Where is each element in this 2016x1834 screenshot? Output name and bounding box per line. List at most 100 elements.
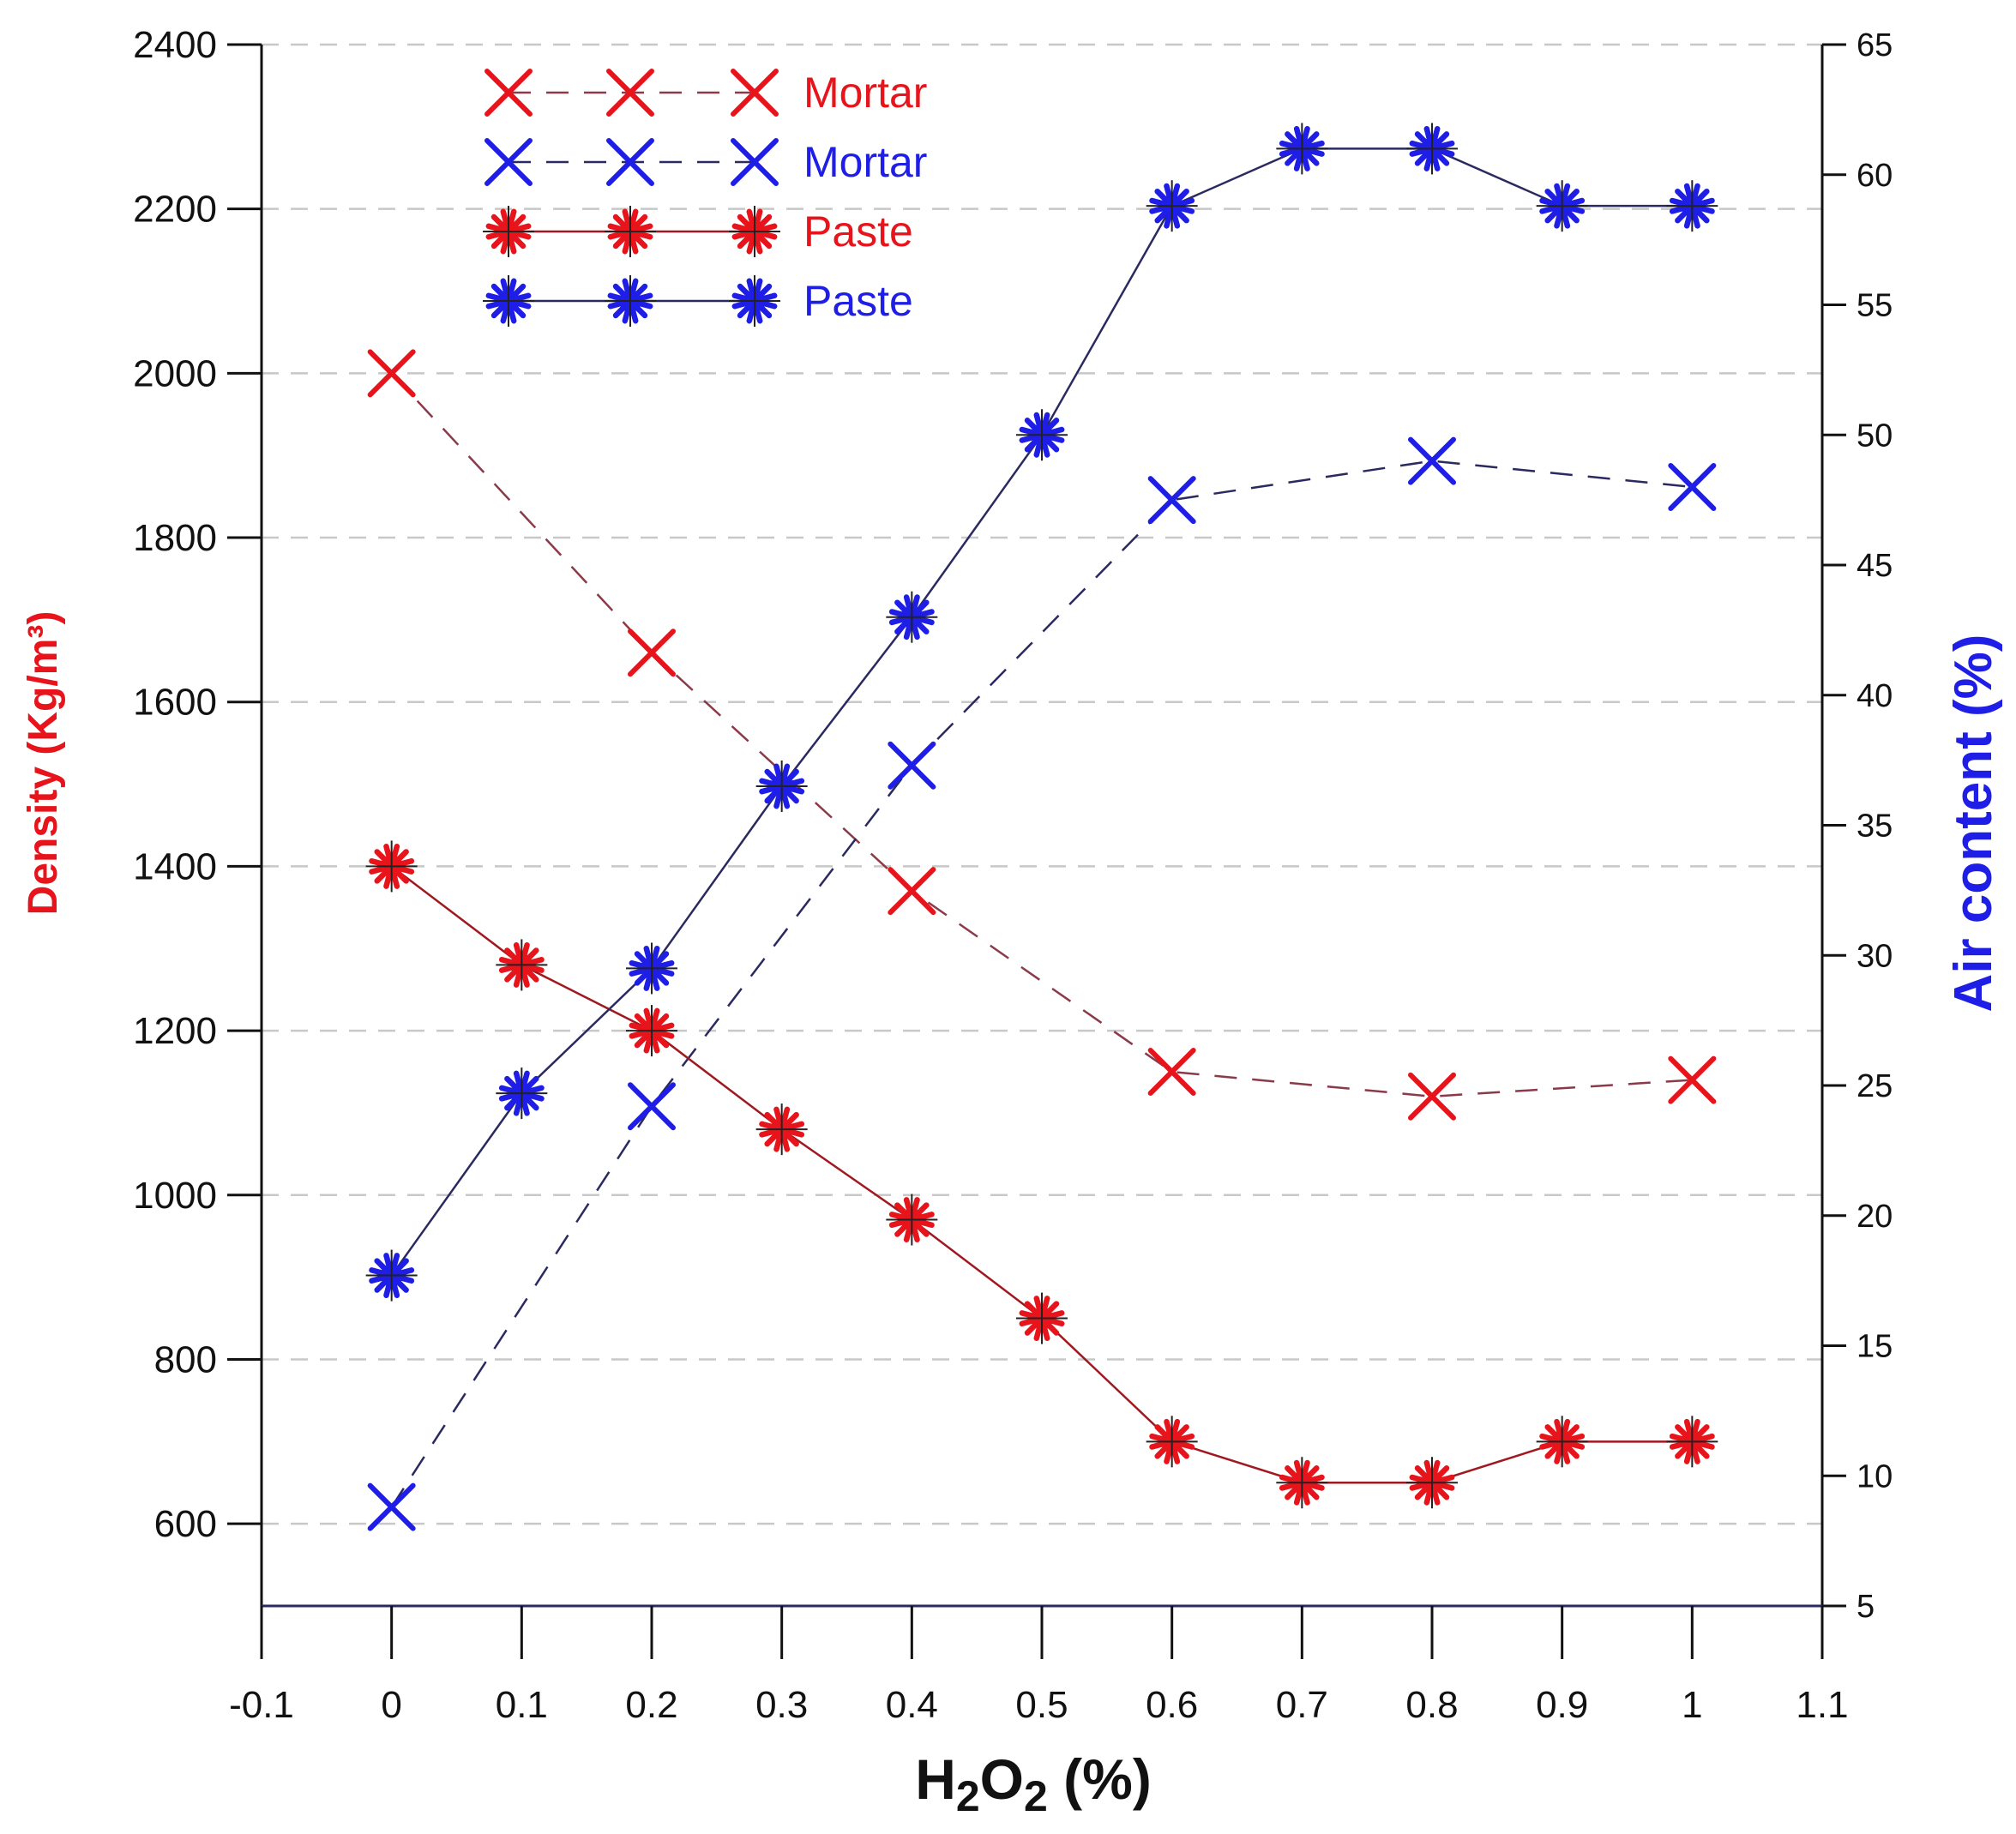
x-axis-title-sub1: 2 bbox=[956, 1772, 980, 1820]
series-1-point-1 bbox=[628, 1082, 676, 1131]
legend-entry-3: Paste bbox=[483, 275, 913, 327]
left-tick-label-2400: 2400 bbox=[133, 24, 217, 66]
series-0-point-1 bbox=[628, 628, 676, 677]
series-1-mortar-right bbox=[367, 436, 1717, 1531]
legend-label-2: Paste bbox=[803, 207, 913, 256]
series-3-point-6 bbox=[1146, 180, 1198, 232]
series-3-point-0 bbox=[365, 1249, 418, 1302]
series-2-point-1 bbox=[496, 939, 548, 991]
x-tick-label-8: 0.7 bbox=[1276, 1684, 1328, 1726]
left-tick-label-1200: 1200 bbox=[133, 1010, 217, 1052]
legend-entry-2: Paste bbox=[483, 206, 913, 257]
series-3-point-9 bbox=[1536, 180, 1588, 232]
series-0-point-0 bbox=[367, 349, 416, 398]
legend-marker-2-1 bbox=[605, 206, 656, 257]
x-tick-label-6: 0.5 bbox=[1015, 1684, 1068, 1726]
y-axis-title-right: Air content (%) bbox=[1944, 634, 2003, 1013]
right-tick-label-25: 25 bbox=[1857, 1068, 1893, 1104]
series bbox=[365, 123, 1718, 1531]
series-1-point-2-stroke-b bbox=[888, 741, 936, 790]
legend-marker-0-1 bbox=[606, 69, 654, 117]
legend-marker-0-0-stroke-b bbox=[484, 69, 533, 117]
series-2-point-8 bbox=[1406, 1457, 1458, 1509]
series-1-point-4-stroke-b bbox=[1408, 436, 1456, 485]
x-tick-label-0: -0.1 bbox=[229, 1684, 294, 1726]
x-axis-title-o: O bbox=[980, 1747, 1024, 1811]
right-tick-label-40: 40 bbox=[1857, 678, 1893, 714]
legend-marker-1-1-stroke-b bbox=[606, 138, 654, 186]
series-3-point-3 bbox=[755, 760, 808, 812]
right-tick-label-5: 5 bbox=[1857, 1589, 1875, 1625]
left-tick-label-1600: 1600 bbox=[133, 682, 217, 724]
series-0-point-2-stroke-b bbox=[888, 867, 936, 916]
series-0-mortar-left bbox=[367, 349, 1717, 1121]
x-tick-label-12: 1.1 bbox=[1796, 1684, 1848, 1726]
series-1-line bbox=[390, 460, 1693, 1508]
left-tick-label-1800: 1800 bbox=[133, 517, 217, 559]
series-0-point-3 bbox=[1147, 1048, 1196, 1097]
series-0-point-5-stroke-b bbox=[1668, 1055, 1717, 1104]
legend-marker-2-0 bbox=[483, 206, 534, 257]
ticks: 6008001000120014001600180020002200240051… bbox=[133, 24, 1893, 1726]
series-1-point-0-stroke-b bbox=[367, 1482, 416, 1531]
left-tick-label-800: 800 bbox=[154, 1338, 217, 1380]
right-tick-label-35: 35 bbox=[1857, 809, 1893, 845]
left-tick-label-1400: 1400 bbox=[133, 845, 217, 887]
series-2-point-9 bbox=[1536, 1416, 1588, 1468]
x-tick-label-4: 0.3 bbox=[755, 1684, 808, 1726]
x-tick-label-3: 0.2 bbox=[625, 1684, 677, 1726]
legend-marker-0-2-stroke-b bbox=[731, 69, 779, 117]
series-2-point-0 bbox=[365, 840, 418, 893]
series-3-paste-right bbox=[365, 123, 1718, 1302]
series-1-point-3 bbox=[1147, 476, 1196, 525]
left-tick-label-2200: 2200 bbox=[133, 189, 217, 231]
legend: Mortar Mortar Paste Paste bbox=[483, 69, 927, 327]
series-0-line bbox=[390, 372, 1693, 1098]
legend-marker-3-1 bbox=[605, 275, 656, 327]
x-tick-label-1: 0 bbox=[381, 1684, 401, 1726]
right-tick-label-10: 10 bbox=[1857, 1458, 1893, 1494]
right-tick-label-20: 20 bbox=[1857, 1199, 1893, 1235]
legend-marker-0-0 bbox=[484, 69, 533, 117]
legend-marker-3-2 bbox=[729, 275, 780, 327]
x-axis-title-sub2: 2 bbox=[1024, 1772, 1048, 1820]
series-0-point-2 bbox=[888, 867, 936, 916]
series-0-point-4-stroke-b bbox=[1408, 1072, 1456, 1121]
series-1-point-5 bbox=[1668, 462, 1717, 511]
series-0-point-3-stroke-b bbox=[1147, 1048, 1196, 1097]
legend-marker-1-1 bbox=[606, 138, 654, 186]
series-0-point-1-stroke-b bbox=[628, 628, 676, 677]
legend-marker-1-0 bbox=[484, 138, 533, 186]
series-3-point-8 bbox=[1406, 123, 1458, 175]
series-1-point-0 bbox=[367, 1482, 416, 1531]
x-tick-label-9: 0.8 bbox=[1405, 1684, 1458, 1726]
x-axis-title-unit: (%) bbox=[1048, 1747, 1152, 1811]
right-tick-label-50: 50 bbox=[1857, 418, 1893, 454]
legend-label-1: Mortar bbox=[803, 138, 927, 186]
x-tick-label-11: 1 bbox=[1682, 1684, 1702, 1726]
series-2-point-6 bbox=[1146, 1416, 1198, 1468]
series-3-point-1 bbox=[496, 1067, 548, 1120]
right-tick-label-60: 60 bbox=[1857, 158, 1893, 194]
left-tick-label-1000: 1000 bbox=[133, 1175, 217, 1217]
series-1-point-1-stroke-b bbox=[628, 1082, 676, 1131]
legend-label-3: Paste bbox=[803, 277, 913, 325]
series-0-point-5 bbox=[1668, 1055, 1717, 1104]
x-tick-label-2: 0.1 bbox=[496, 1684, 548, 1726]
series-1-point-3-stroke-b bbox=[1147, 476, 1196, 525]
series-3-point-2 bbox=[626, 942, 677, 995]
y-axis-title-left: Density (Kg/m³) bbox=[21, 611, 66, 916]
series-3-point-5 bbox=[1016, 409, 1068, 461]
right-tick-label-55: 55 bbox=[1857, 288, 1893, 324]
series-1-point-5-stroke-b bbox=[1668, 462, 1717, 511]
x-tick-label-10: 0.9 bbox=[1536, 1684, 1588, 1726]
right-tick-label-30: 30 bbox=[1857, 938, 1893, 974]
right-tick-label-15: 15 bbox=[1857, 1329, 1893, 1365]
legend-label-0: Mortar bbox=[803, 69, 927, 117]
right-tick-label-45: 45 bbox=[1857, 548, 1893, 584]
legend-marker-1-0-stroke-b bbox=[484, 138, 533, 186]
legend-entry-1: Mortar bbox=[484, 138, 927, 186]
series-0-point-4 bbox=[1408, 1072, 1456, 1121]
